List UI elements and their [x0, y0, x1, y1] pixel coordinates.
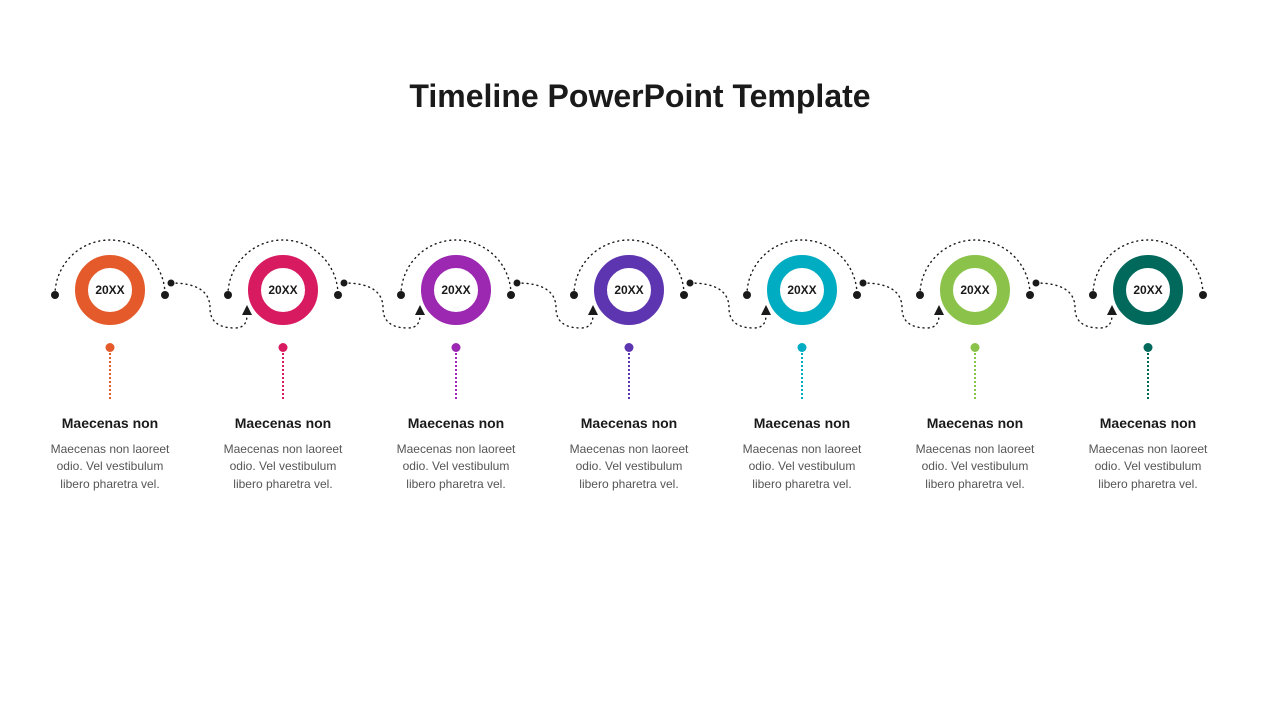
drop-line: [1147, 353, 1149, 399]
year-label: 20XX: [960, 283, 989, 297]
drop-dot: [971, 343, 980, 352]
year-label: 20XX: [787, 283, 816, 297]
year-ring: 20XX: [767, 255, 837, 325]
drop-line: [455, 353, 457, 399]
year-ring: 20XX: [421, 255, 491, 325]
drop-line: [282, 353, 284, 399]
connector-arrow: [857, 273, 947, 333]
drop-line: [109, 353, 111, 399]
year-label: 20XX: [268, 283, 297, 297]
year-ring: 20XX: [940, 255, 1010, 325]
connector-arrow: [684, 273, 774, 333]
year-label: 20XX: [441, 283, 470, 297]
item-heading: Maecenas non: [732, 415, 872, 431]
item-body: Maecenas non laoreet odio. Vel vestibulu…: [1078, 441, 1218, 493]
year-ring: 20XX: [1113, 255, 1183, 325]
drop-dot: [279, 343, 288, 352]
year-label: 20XX: [1133, 283, 1162, 297]
item-body: Maecenas non laoreet odio. Vel vestibulu…: [732, 441, 872, 493]
item-body: Maecenas non laoreet odio. Vel vestibulu…: [213, 441, 353, 493]
drop-line: [801, 353, 803, 399]
item-heading: Maecenas non: [213, 415, 353, 431]
drop-dot: [106, 343, 115, 352]
year-ring: 20XX: [594, 255, 664, 325]
timeline-stage: 20XX Maecenas non Maecenas non laoreet odi…: [0, 215, 1280, 575]
drop-dot: [625, 343, 634, 352]
year-ring: 20XX: [248, 255, 318, 325]
drop-line: [974, 353, 976, 399]
drop-dot: [1144, 343, 1153, 352]
connector-arrow: [1030, 273, 1120, 333]
item-heading: Maecenas non: [1078, 415, 1218, 431]
drop-line: [628, 353, 630, 399]
connector-arrow: [338, 273, 428, 333]
item-heading: Maecenas non: [559, 415, 699, 431]
page-title: Timeline PowerPoint Template: [0, 78, 1280, 115]
year-ring: 20XX: [75, 255, 145, 325]
item-body: Maecenas non laoreet odio. Vel vestibulu…: [905, 441, 1045, 493]
item-body: Maecenas non laoreet odio. Vel vestibulu…: [386, 441, 526, 493]
item-heading: Maecenas non: [905, 415, 1045, 431]
item-body: Maecenas non laoreet odio. Vel vestibulu…: [559, 441, 699, 493]
item-heading: Maecenas non: [386, 415, 526, 431]
connector-arrow: [165, 273, 255, 333]
connector-arrow: [511, 273, 601, 333]
item-body: Maecenas non laoreet odio. Vel vestibulu…: [40, 441, 180, 493]
drop-dot: [452, 343, 461, 352]
item-heading: Maecenas non: [40, 415, 180, 431]
drop-dot: [798, 343, 807, 352]
year-label: 20XX: [614, 283, 643, 297]
year-label: 20XX: [95, 283, 124, 297]
